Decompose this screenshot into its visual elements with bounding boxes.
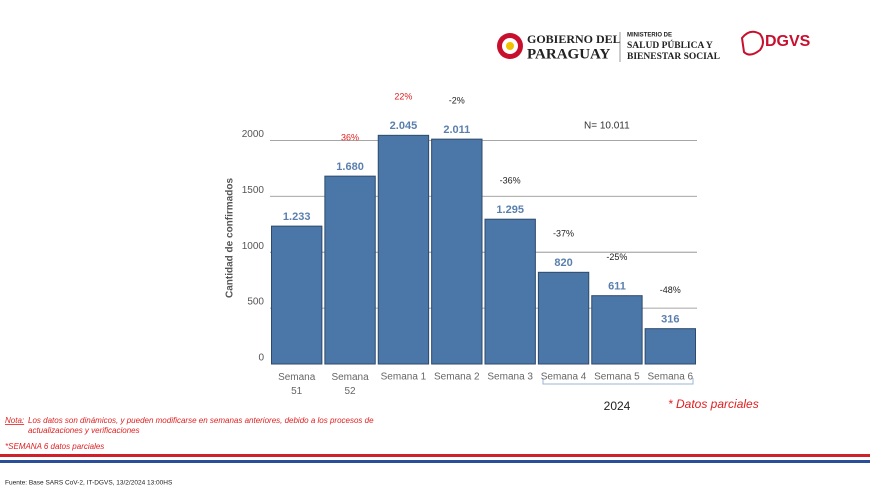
x-tick-label: Semana 52 — [331, 372, 369, 397]
y-tick-label: 500 — [247, 297, 264, 308]
y-tick-label: 2000 — [242, 129, 265, 140]
bar — [324, 175, 376, 365]
value-label: 2.045 — [390, 120, 418, 132]
note-text: Los datos son dinámicos, y pueden modifi… — [28, 416, 374, 435]
value-label: 1.680 — [336, 161, 364, 173]
change-label: -36% — [500, 176, 521, 186]
annotation: N= 10.011 — [584, 121, 630, 132]
y-axis-label: Cantidad de confirmados — [225, 178, 236, 298]
change-label: -37% — [553, 229, 574, 239]
logo-star — [506, 42, 514, 50]
ministry-line2: SALUD PÚBLICA Y — [627, 39, 713, 51]
x-tick-label: Semana 51 — [278, 372, 316, 397]
agency-name: DGVS — [765, 33, 811, 50]
x-tick-label: Semana 1 — [381, 372, 427, 383]
value-label: 1.295 — [496, 204, 524, 216]
x-tick-label: Semana 4 — [541, 372, 587, 383]
ministry-line3: BIENESTAR SOCIAL — [627, 52, 720, 62]
ministry-line1: MINISTERIO DE — [627, 33, 672, 39]
week-note: *SEMANA 6 datos parciales — [5, 442, 104, 451]
y-tick-label: 0 — [258, 353, 264, 364]
bar — [537, 271, 590, 365]
value-label: 820 — [554, 257, 572, 269]
value-label: 1.233 — [283, 211, 311, 223]
gov-line1: GOBIERNO DEL — [527, 32, 621, 46]
blue-stripe — [0, 460, 870, 463]
source: Fuente: Base SARS CoV-2, IT-DGVS, 13/2/2… — [5, 480, 173, 487]
partial-note: * Datos parciales — [668, 397, 759, 411]
y-tick-label: 1000 — [242, 241, 265, 252]
value-label: 316 — [661, 314, 679, 326]
gov-line2: PARAGUAY — [527, 46, 611, 62]
change-label: -2% — [449, 96, 465, 106]
x-tick-label: Semana 2 — [434, 372, 480, 383]
note-label: Nota: — [5, 416, 24, 425]
bar — [591, 295, 643, 365]
bar — [431, 138, 483, 365]
red-stripe — [0, 454, 870, 457]
x-tick-label: Semana 6 — [648, 372, 694, 383]
change-label: 36% — [341, 133, 359, 143]
bar — [644, 328, 696, 365]
year-label: 2024 — [604, 399, 631, 413]
bar — [484, 218, 536, 365]
bar — [377, 134, 430, 365]
agency-logo — [740, 30, 764, 56]
y-tick-label: 1500 — [242, 185, 265, 196]
value-label: 2.011 — [443, 124, 470, 136]
x-tick-label: Semana 3 — [487, 372, 533, 383]
change-label: -25% — [606, 252, 627, 262]
value-label: 611 — [608, 281, 626, 293]
change-label: -48% — [660, 285, 681, 295]
year-bracket — [542, 378, 694, 385]
change-label: 22% — [394, 92, 412, 102]
bar — [271, 225, 323, 365]
x-tick-label: Semana 5 — [594, 372, 640, 383]
